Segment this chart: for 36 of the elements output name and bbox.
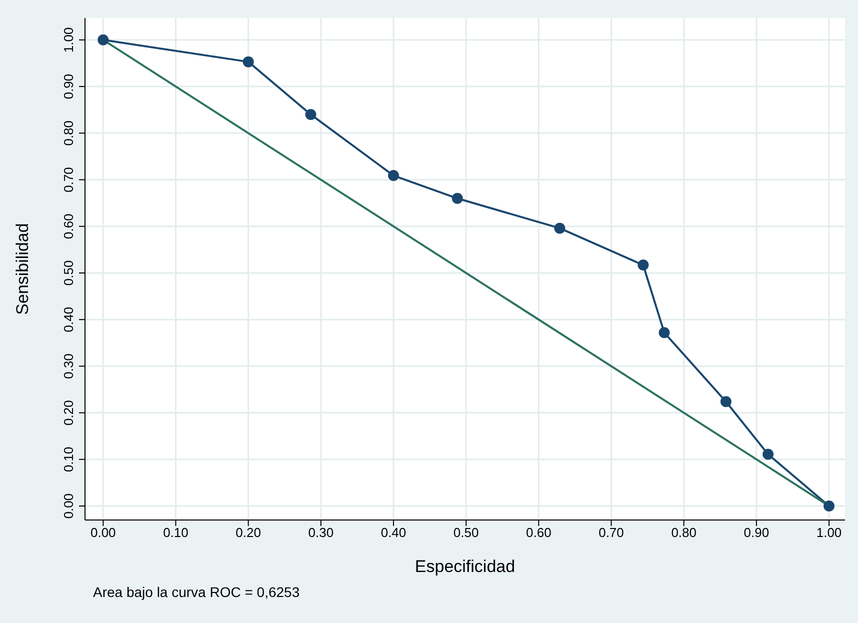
point — [720, 396, 732, 408]
y-tick-label: 0.80 — [61, 120, 76, 146]
point — [452, 192, 463, 204]
y-tick-label: 0.60 — [61, 214, 76, 240]
x-tick-label: 0.20 — [236, 525, 261, 540]
y-tick-label: 1.00 — [61, 27, 76, 53]
point — [554, 222, 566, 234]
y-tick-label: 0.00 — [61, 493, 76, 519]
y-tick-label: 0.90 — [61, 74, 76, 100]
point — [388, 170, 399, 182]
x-tick-label: 0.50 — [453, 525, 479, 540]
point — [824, 500, 835, 512]
y-tick-label: 0.40 — [61, 306, 76, 332]
x-tick-label: 0.60 — [526, 525, 552, 540]
x-tick-label: 0.90 — [744, 525, 770, 540]
x-tick-label: 1.00 — [816, 525, 842, 540]
text: Area bajo la curva ROC = 0,6253 — [93, 584, 300, 600]
point — [242, 56, 254, 68]
y-tick-label: 0.20 — [61, 400, 76, 426]
point — [98, 34, 109, 46]
y-tick-label: 0.10 — [61, 446, 76, 472]
y-tick-label: 0.50 — [61, 260, 76, 286]
y-tick-label: 0.30 — [61, 354, 76, 379]
x-axis-title: Especificidad — [414, 557, 516, 576]
x-tick-label: 0.00 — [90, 525, 116, 540]
x-tick-label: 0.30 — [308, 525, 334, 540]
x-tick-label: 0.10 — [163, 525, 188, 540]
x-tick-label: 0.70 — [598, 525, 624, 540]
x-tick-label: 0.40 — [380, 525, 406, 540]
point — [638, 260, 649, 271]
y-tick-label: 0.70 — [61, 167, 76, 192]
point — [658, 327, 670, 338]
y-axis-title: Sensibilidad — [13, 223, 32, 315]
x-tick-label: 0.80 — [671, 525, 697, 540]
point — [305, 108, 316, 120]
point — [762, 448, 774, 460]
